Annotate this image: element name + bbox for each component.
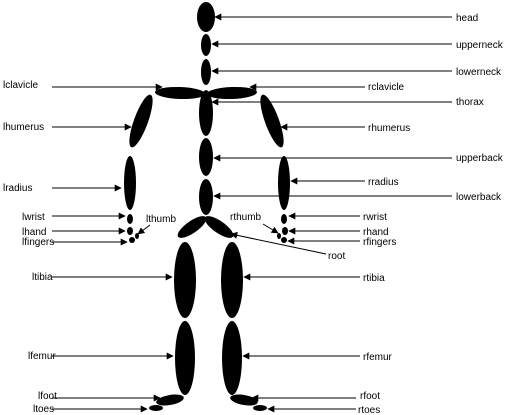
arrow-root <box>230 231 327 255</box>
label-lhand: lhand <box>22 227 46 238</box>
label-rtibia: rtibia <box>363 273 385 284</box>
upperback-segment <box>199 138 213 176</box>
label-thorax: thorax <box>456 97 484 108</box>
lhand-segment <box>127 227 133 235</box>
label-lthumb: lthumb <box>146 214 176 225</box>
rfoot-segment <box>230 394 258 406</box>
label-ltoes: ltoes <box>33 404 54 415</box>
label-rclavicle: rclavicle <box>368 82 405 93</box>
rhand-segment <box>282 227 288 235</box>
rhumerus-segment <box>260 94 284 148</box>
label-rwrist: rwrist <box>363 212 387 223</box>
lclavicle-segment <box>155 86 205 100</box>
rthumb-segment <box>277 233 281 239</box>
lfoot-segment <box>156 394 184 406</box>
label-upperback: upperback <box>456 153 504 164</box>
label-rhumerus: rhumerus <box>368 123 410 134</box>
label-upperneck: upperneck <box>456 40 504 51</box>
rclavicle-segment <box>207 86 257 100</box>
rwrist-segment <box>281 214 287 224</box>
lowerneck-segment <box>201 59 211 85</box>
lradius-segment <box>124 156 136 210</box>
label-lfemur: lfemur <box>28 351 56 362</box>
lhumerus-segment <box>129 94 153 148</box>
label-rfingers: rfingers <box>363 237 396 248</box>
rradius-segment <box>278 156 290 210</box>
label-rfoot: rfoot <box>360 391 380 402</box>
rfingers-segment <box>281 237 287 243</box>
label-rtoes: rtoes <box>358 405 380 415</box>
body-segments <box>124 2 290 411</box>
thorax-segment <box>199 90 213 136</box>
label-lradius: lradius <box>3 183 32 194</box>
rtibia-segment <box>221 242 243 318</box>
label-rradius: rradius <box>368 177 399 188</box>
lfemur-segment <box>175 321 195 395</box>
upperneck-segment <box>201 34 211 56</box>
head-segment <box>197 2 215 32</box>
label-rfemur: rfemur <box>363 352 393 363</box>
label-lwrist: lwrist <box>22 212 45 223</box>
rfemur-segment <box>222 321 242 395</box>
label-ltibia: ltibia <box>32 272 53 283</box>
lwrist-segment <box>127 214 133 224</box>
lfingers-segment <box>129 237 135 243</box>
lthumb-segment <box>135 233 139 239</box>
arrow-rthumb <box>262 223 279 234</box>
ltibia-segment <box>174 242 196 318</box>
label-rthumb: rthumb <box>230 212 262 223</box>
label-rhand: rhand <box>363 227 389 238</box>
labels: head upperneck lowerneck lclavicle rclav… <box>3 13 504 415</box>
lowerback-segment <box>199 179 213 215</box>
label-lowerback: lowerback <box>456 192 502 203</box>
leader-arrows <box>52 13 452 413</box>
rtoes-segment <box>253 405 267 411</box>
label-lclavicle: lclavicle <box>3 80 38 91</box>
label-lfingers: lfingers <box>22 237 54 248</box>
label-lfoot: lfoot <box>38 391 57 402</box>
label-lowerneck: lowerneck <box>456 67 502 78</box>
lhipjoint-segment <box>177 216 207 238</box>
arrow-lthumb <box>137 224 151 235</box>
ltoes-segment <box>149 405 163 411</box>
rhipjoint-segment <box>204 216 234 238</box>
label-lhumerus: lhumerus <box>3 122 44 133</box>
label-head: head <box>456 13 478 24</box>
label-root: root <box>328 251 345 262</box>
